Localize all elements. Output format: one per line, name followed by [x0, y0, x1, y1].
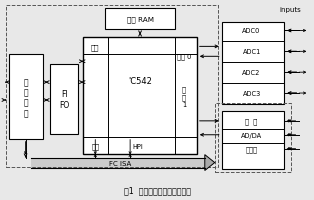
Text: 串口 0: 串口 0 [177, 53, 191, 59]
Bar [83, 38, 197, 154]
Text: FI
FO: FI FO [59, 90, 69, 109]
Text: 其它: 其它 [91, 143, 99, 149]
Polygon shape [205, 155, 215, 171]
Text: 四  路: 四 路 [246, 118, 258, 125]
Text: ADC2: ADC2 [242, 70, 261, 76]
Text: 'C542: 'C542 [128, 76, 152, 85]
Text: inputs: inputs [279, 7, 301, 13]
Bar [9, 55, 42, 139]
Text: FC ISA: FC ISA [109, 160, 131, 166]
Bar [105, 9, 175, 30]
Text: 扩
展
接
口: 扩 展 接 口 [23, 78, 28, 118]
Bar [222, 22, 284, 104]
Text: ADC1: ADC1 [242, 49, 261, 55]
Text: HPI: HPI [133, 143, 143, 149]
Text: 串
口
1: 串 口 1 [182, 86, 186, 107]
Text: AD/DA: AD/DA [241, 132, 262, 138]
Bar [222, 111, 284, 169]
Text: 扩展 RAM: 扩展 RAM [127, 16, 154, 23]
Text: ADC0: ADC0 [242, 28, 261, 34]
Bar [6, 6, 218, 167]
Text: ADC3: ADC3 [242, 91, 261, 97]
Text: 并口: 并口 [91, 44, 100, 50]
Bar [215, 103, 291, 173]
Bar [30, 158, 205, 168]
Bar [51, 65, 78, 134]
Text: 或其他: 或其他 [246, 146, 257, 152]
Text: 图1  语音处理卡系统硬件框图: 图1 语音处理卡系统硬件框图 [123, 185, 191, 194]
